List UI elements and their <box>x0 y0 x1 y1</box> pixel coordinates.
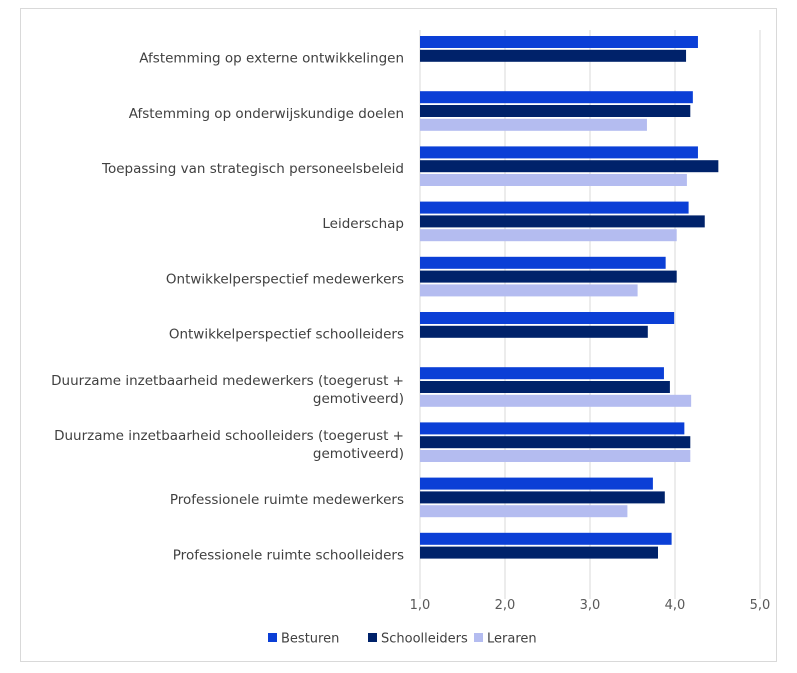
chart-frame <box>20 8 777 662</box>
bar-leraren <box>420 229 677 242</box>
bar-besturen <box>420 146 698 159</box>
bar-schoolleiders <box>420 546 658 559</box>
bar-besturen <box>420 477 653 490</box>
category-label: Ontwikkelperspectief schoolleiders <box>169 327 404 343</box>
category-label: Afstemming op externe ontwikkelingen <box>139 51 404 67</box>
bar-schoolleiders <box>420 436 691 449</box>
bar-schoolleiders <box>420 105 691 117</box>
bar-besturen <box>420 532 672 545</box>
bar-schoolleiders <box>420 160 719 173</box>
category-label: Leiderschap <box>322 216 404 232</box>
bar-leraren <box>420 174 687 186</box>
bar-besturen <box>420 256 666 269</box>
category-label: gemotiveerd) <box>313 391 404 407</box>
category-label: Toepassing van strategisch personeelsbel… <box>101 161 404 177</box>
bar-schoolleiders <box>420 381 670 393</box>
category-label: Ontwikkelperspectief medewerkers <box>166 271 404 287</box>
bar-leraren <box>420 284 638 297</box>
category-label: Professionele ruimte medewerkers <box>170 492 404 508</box>
bar-leraren <box>420 394 692 407</box>
bar-schoolleiders <box>420 491 665 504</box>
bar-besturen <box>420 201 689 214</box>
x-tick-label: 1,0 <box>410 598 431 613</box>
legend-swatch-besturen <box>268 633 277 642</box>
bar-leraren <box>420 505 628 518</box>
category-label: Professionele ruimte schoolleiders <box>173 547 404 563</box>
category-label: Afstemming op onderwijskundige doelen <box>129 106 404 122</box>
category-label: gemotiveerd) <box>313 446 404 462</box>
bar-schoolleiders <box>420 325 648 338</box>
bar-leraren <box>420 118 647 131</box>
x-tick-label: 5,0 <box>750 598 771 613</box>
bar-schoolleiders <box>420 49 687 62</box>
bar-leraren <box>420 450 691 462</box>
legend-swatch-schoolleiders <box>368 633 377 642</box>
bar-schoolleiders <box>420 270 677 283</box>
bar-besturen <box>420 422 685 435</box>
x-tick-label: 2,0 <box>495 598 516 613</box>
legend-label: Leraren <box>487 632 537 647</box>
category-label: Duurzame inzetbaarheid medewerkers (toeg… <box>51 373 404 389</box>
category-label: Duurzame inzetbaarheid schoolleiders (to… <box>54 428 404 444</box>
x-tick-label: 3,0 <box>580 598 601 613</box>
bar-schoolleiders <box>420 215 705 228</box>
bar-besturen <box>420 312 675 324</box>
legend-swatch-leraren <box>474 633 483 642</box>
legend-label: Schoolleiders <box>381 632 468 647</box>
bar-besturen <box>420 91 693 104</box>
bar-besturen <box>420 36 698 48</box>
x-tick-label: 4,0 <box>665 598 686 613</box>
bar-besturen <box>420 367 664 380</box>
legend-label: Besturen <box>281 632 339 647</box>
